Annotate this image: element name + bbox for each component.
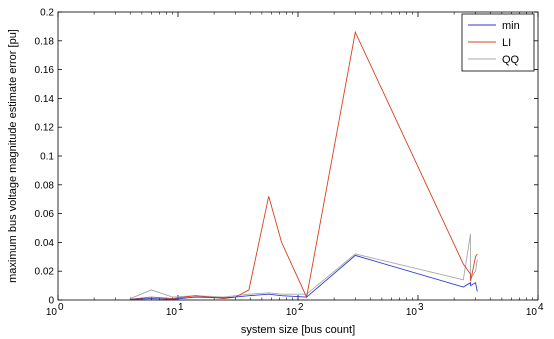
y-axis-label: maximum bus voltage magnitude estimate e… [7, 29, 19, 283]
x-tick-exponent: 0 [58, 302, 64, 313]
x-tick-exponent: 1 [178, 302, 184, 313]
legend-label-min: min [502, 20, 520, 32]
x-axis-label: system size [bus count] [241, 324, 355, 336]
x-tick-label: 10 [406, 307, 418, 318]
y-tick-label: 0.06 [35, 209, 55, 220]
y-tick-label: 0 [48, 296, 54, 307]
y-tick-label: 0.16 [35, 65, 55, 76]
y-tick-label: 0.1 [40, 152, 54, 163]
y-tick-label: 0.12 [35, 123, 55, 134]
x-tick-exponent: 2 [298, 302, 304, 313]
series-line-qq [130, 233, 478, 300]
legend-label-li: LI [502, 37, 511, 49]
y-tick-label: 0.04 [35, 238, 55, 249]
y-tick-label: 0.18 [35, 36, 55, 47]
x-tick-exponent: 4 [538, 302, 544, 313]
plot-marks: 0 0.02 0.04 0.06 0.08 0.1 0.12 0.14 0.16 0.18 0.2 1… [7, 8, 544, 337]
x-tick-label: 10 [286, 307, 298, 318]
y-tick-label: 0.2 [40, 8, 54, 19]
legend-label-qq: QQ [502, 54, 520, 66]
y-tick-label: 0.14 [35, 94, 55, 105]
y-tick-label: 0.08 [35, 180, 55, 191]
y-tick-label: 0.02 [35, 267, 55, 278]
x-tick-label: 10 [46, 307, 58, 318]
series-line-li [130, 30, 478, 300]
series-line-min [130, 254, 478, 300]
x-tick-label: 10 [526, 307, 538, 318]
x-tick-label: 10 [166, 307, 178, 318]
x-tick-exponent: 3 [418, 302, 424, 313]
